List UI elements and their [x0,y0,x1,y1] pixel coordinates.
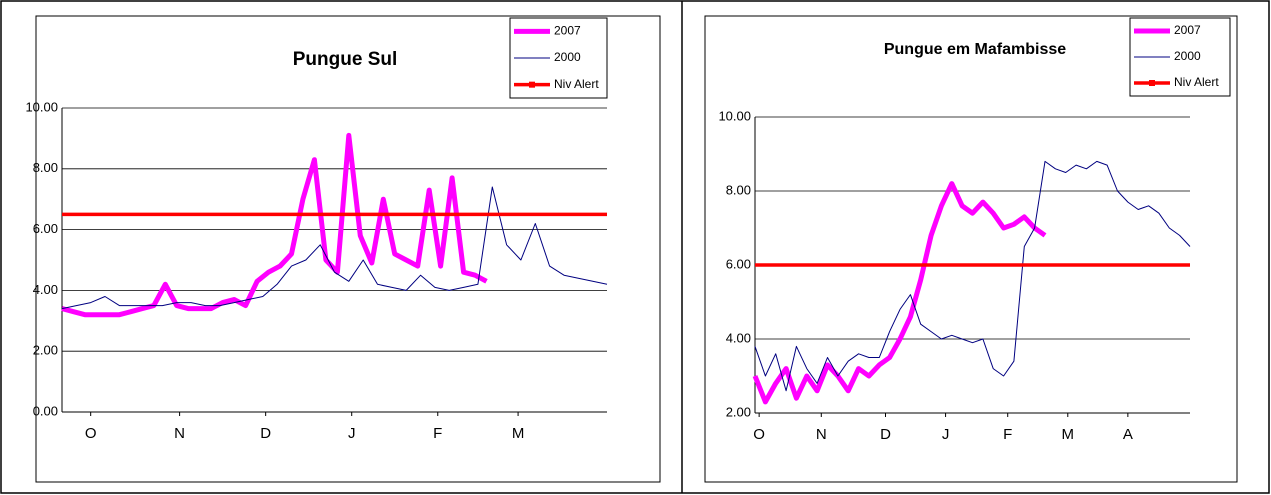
y-tick-label: 10.00 [718,108,751,123]
y-tick-label: 8.00 [33,160,58,175]
legend-label: 2000 [1174,49,1201,63]
x-tick-label: F [1003,426,1012,443]
y-tick-label: 4.00 [726,330,751,345]
series-line [61,132,488,318]
x-tick-label: N [816,426,827,443]
legend-label: 2000 [554,50,581,64]
y-tick-label: 2.00 [726,404,751,419]
series-line [754,160,1191,392]
x-tick-label: N [174,425,185,442]
legend-label: 2007 [1174,23,1201,37]
x-tick-label: M [1062,426,1075,443]
series-line [61,186,608,310]
y-tick-label: 0.00 [33,403,58,418]
x-tick-label: D [260,425,271,442]
legend-label: Niv Alert [554,77,599,91]
x-tick-label: J [942,426,950,443]
legend-label: 2007 [554,24,581,38]
x-tick-label: D [880,426,891,443]
y-tick-label: 6.00 [33,221,58,236]
legend-marker [1149,80,1155,86]
chart-title: Pungue Sul [293,49,398,70]
legend-marker [529,81,535,88]
x-tick-label: A [1123,426,1133,443]
chart-title: Pungue em Mafambisse [884,41,1066,58]
x-tick-label: M [512,425,525,442]
x-tick-label: O [753,426,765,443]
chart-frame [704,15,1238,483]
y-tick-label: 2.00 [33,343,58,358]
x-tick-label: F [433,425,442,442]
y-tick-label: 8.00 [726,182,751,197]
y-tick-label: 4.00 [33,282,58,297]
y-tick-label: 10.00 [25,99,58,114]
legend-label: Niv Alert [1174,75,1219,89]
series-line [752,181,1047,405]
x-tick-label: O [85,425,97,442]
x-tick-label: J [348,425,356,442]
y-tick-label: 6.00 [726,256,751,271]
chart-frame [35,15,661,483]
